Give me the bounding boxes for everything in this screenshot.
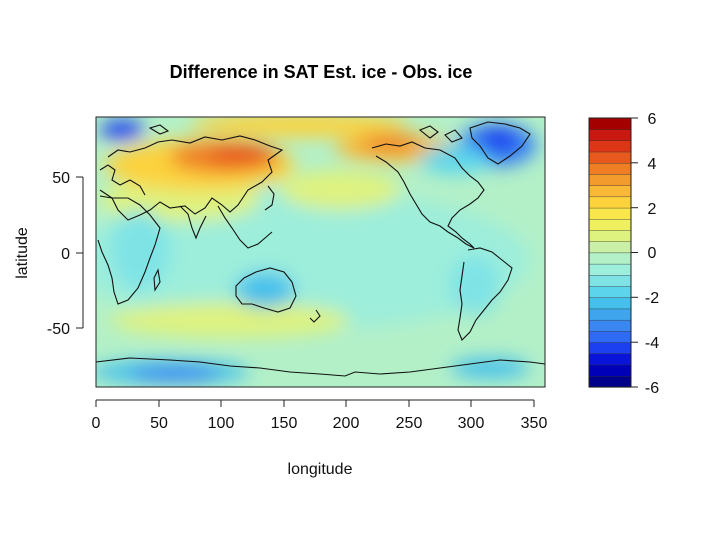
coastline-madagascar: [153, 268, 161, 292]
y-tick-label: -50: [47, 321, 70, 338]
chart-title: Difference in SAT Est. ice - Obs. ice: [169, 62, 473, 82]
colorbar-band: [588, 229, 632, 242]
colorbar-band: [588, 129, 632, 142]
colorbar-tick-label: -4: [645, 335, 659, 352]
heat-patch-cyan-africa: [110, 210, 170, 290]
x-ticks: [95, 400, 535, 407]
x-tick-label: 350: [521, 415, 548, 432]
coastline-greenland: [469, 121, 531, 165]
colorbar-band: [588, 173, 632, 186]
colorbar-band: [588, 308, 632, 321]
colorbar-band: [588, 341, 632, 354]
colorbar-tick-label: 4: [648, 156, 657, 173]
colorbar-tick-label: 0: [648, 245, 657, 262]
colorbar-band: [588, 285, 632, 298]
colorbar-band: [588, 252, 632, 265]
x-tick-label: 300: [458, 415, 485, 432]
colorbar-band: [588, 151, 632, 164]
colorbar-band: [588, 117, 632, 130]
coastline-eurasia: [99, 135, 284, 221]
coastline-antarctica: [96, 357, 545, 377]
heat-patch-yellow-northpac: [280, 170, 400, 210]
colorbar-band: [588, 263, 632, 276]
coastline-new-zealand: [309, 309, 321, 323]
coastline-europe: [99, 164, 146, 196]
colorbar-tick-label: -2: [645, 290, 659, 307]
x-tick-label: 50: [150, 415, 168, 432]
coastline-north-america: [371, 141, 485, 249]
colorbar-band: [588, 196, 632, 209]
heat-patch-neutral-tropics: [96, 190, 530, 330]
heat-patch-darkblue-greenland: [476, 128, 520, 152]
coastline-southeast-asia: [217, 205, 273, 249]
x-axis-title: longitude: [288, 461, 353, 478]
colorbar-tick-label: 6: [648, 111, 657, 128]
x-axis: 0 50 100 150 200 250 300 350 longitude: [92, 399, 548, 478]
y-tick-label: 50: [52, 170, 70, 187]
x-tick-label: 100: [208, 415, 235, 432]
y-axis: 50 0 -50 latitude: [14, 170, 84, 338]
x-tick-label: 250: [396, 415, 423, 432]
y-axis-title: latitude: [14, 227, 31, 279]
plot-frame: [95, 116, 546, 388]
heat-patch-cyan-southamerica: [450, 255, 500, 315]
y-tick-label: 0: [61, 246, 70, 263]
colorbar-band: [588, 140, 632, 153]
heat-patch-red-alaska: [360, 134, 420, 150]
heat-patch-cyan-canada: [420, 146, 490, 174]
heat-patch-yellow-arctic: [190, 117, 410, 137]
coastline-south-america: [457, 247, 513, 341]
coastline-japan: [264, 185, 275, 211]
heat-patch-blue-svalbard: [100, 120, 144, 140]
heat-patch-cyan-australia: [235, 272, 295, 308]
coastline-australia: [235, 267, 297, 313]
colorbar-band: [588, 162, 632, 175]
x-tick-label: 200: [333, 415, 360, 432]
colorbar-band: [588, 218, 632, 231]
coastlines: [96, 121, 545, 377]
heat-patch-cyan-antarctic-2: [450, 358, 530, 378]
heat-patch-blue-antarctic: [130, 366, 220, 382]
colorbar-band: [588, 241, 632, 254]
colorbar-tick-label: 2: [648, 201, 657, 218]
x-tick-label: 150: [271, 415, 298, 432]
coastline-india: [179, 205, 207, 240]
colorbar-band: [588, 353, 632, 366]
colorbar-tick-label: -6: [645, 380, 659, 397]
colorbar-band: [588, 375, 632, 388]
colorbar-band: [588, 297, 632, 310]
colorbar-ticks: [631, 117, 638, 388]
colorbar-bands: [588, 117, 632, 388]
colorbar-band: [588, 364, 632, 377]
colorbar-band: [588, 319, 632, 332]
colorbar-band: [588, 274, 632, 287]
coastline-arctic-islands: [148, 124, 463, 143]
colorbar-band: [588, 207, 632, 220]
heat-patch-yellow-south: [110, 302, 350, 338]
x-tick-label: 0: [92, 415, 101, 432]
heatmap-field: [96, 117, 545, 387]
colorbar-band: [588, 330, 632, 343]
heat-patch-red-core: [210, 145, 270, 165]
colorbar-band: [588, 185, 632, 198]
colorbar: 6 4 2 0 -2 -4 -6: [588, 111, 659, 397]
coastline-africa: [97, 195, 161, 305]
